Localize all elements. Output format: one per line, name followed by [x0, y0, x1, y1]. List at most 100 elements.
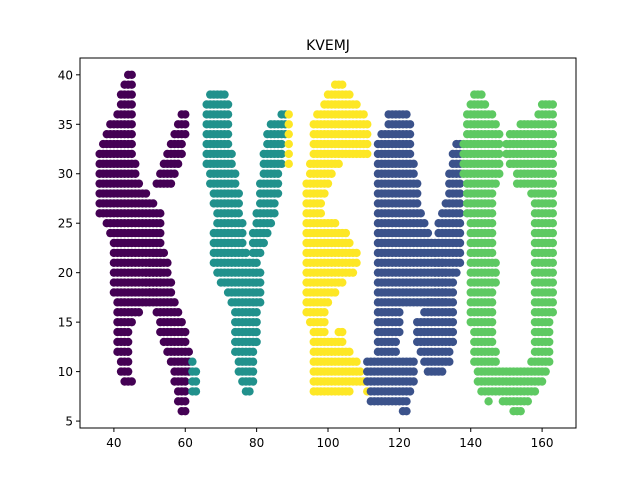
- data-point: [191, 387, 201, 396]
- plot-frame: [79, 57, 577, 429]
- data-point: [541, 367, 550, 376]
- data-point: [455, 179, 465, 188]
- data-point: [487, 228, 497, 238]
- data-point: [141, 189, 151, 198]
- data-point: [405, 149, 415, 159]
- data-point: [487, 110, 497, 119]
- data-point: [391, 347, 400, 357]
- data-point: [548, 278, 558, 287]
- data-point: [523, 397, 533, 406]
- data-point: [191, 377, 201, 386]
- data-point: [252, 308, 261, 317]
- data-point: [416, 209, 425, 218]
- y-tick-label: 40: [58, 68, 73, 82]
- y-tick-label: 10: [58, 365, 73, 379]
- data-point: [413, 189, 422, 198]
- x-tick-label: 160: [531, 436, 554, 450]
- data-point: [487, 298, 497, 307]
- data-point: [127, 377, 136, 386]
- data-point: [348, 268, 358, 277]
- data-point: [245, 387, 254, 396]
- data-point: [345, 347, 354, 357]
- data-point: [409, 377, 418, 386]
- data-point: [338, 80, 347, 89]
- data-point: [548, 179, 558, 188]
- data-point: [320, 317, 329, 327]
- data-point: [516, 406, 525, 416]
- data-point: [273, 169, 283, 178]
- data-point: [227, 159, 236, 169]
- y-tick-label: 15: [58, 316, 73, 330]
- data-point: [123, 347, 133, 357]
- data-point: [363, 139, 372, 149]
- data-point: [163, 258, 172, 267]
- data-point: [545, 337, 554, 347]
- x-tick-label: 120: [388, 436, 411, 450]
- data-point: [223, 139, 233, 149]
- data-point: [123, 337, 133, 347]
- data-point: [252, 327, 261, 337]
- data-point: [181, 377, 190, 386]
- data-point: [188, 357, 197, 366]
- data-point: [259, 238, 268, 248]
- data-point: [395, 308, 404, 317]
- data-point: [548, 238, 558, 248]
- data-point: [181, 406, 190, 416]
- data-point: [548, 268, 558, 277]
- data-point: [316, 209, 326, 218]
- data-point: [256, 278, 265, 287]
- data-point: [352, 258, 361, 267]
- data-point: [548, 169, 558, 178]
- data-point: [123, 327, 133, 337]
- data-point: [548, 100, 558, 109]
- data-point: [181, 327, 190, 337]
- data-point: [548, 189, 558, 198]
- data-point: [166, 278, 176, 287]
- data-point: [223, 129, 233, 139]
- data-point: [256, 288, 265, 297]
- data-point: [284, 110, 293, 119]
- data-point: [163, 268, 172, 277]
- data-point: [181, 337, 190, 347]
- data-point: [131, 159, 140, 169]
- data-point: [491, 179, 500, 188]
- data-point: [181, 120, 190, 129]
- data-point: [487, 248, 497, 258]
- data-point: [455, 238, 465, 248]
- data-point: [266, 219, 276, 228]
- y-tick-label: 20: [58, 266, 73, 280]
- data-point: [352, 357, 361, 366]
- data-point: [148, 199, 158, 208]
- data-point: [252, 258, 261, 267]
- data-point: [409, 357, 418, 366]
- data-point: [548, 139, 558, 149]
- data-point: [131, 169, 140, 178]
- data-point: [273, 179, 283, 188]
- x-tick-label: 40: [106, 436, 121, 450]
- data-point: [548, 120, 558, 129]
- data-point: [341, 228, 351, 238]
- data-point: [256, 268, 265, 277]
- data-point: [495, 169, 504, 178]
- data-point: [127, 100, 136, 109]
- data-point: [448, 288, 458, 297]
- data-point: [402, 397, 411, 406]
- data-point: [170, 298, 179, 307]
- data-point: [548, 129, 558, 139]
- data-point: [480, 100, 490, 109]
- data-point: [256, 298, 265, 307]
- data-point: [248, 347, 258, 357]
- data-point: [352, 248, 361, 258]
- data-point: [252, 337, 261, 347]
- data-point: [345, 387, 354, 396]
- data-point: [223, 120, 233, 129]
- data-point: [234, 199, 243, 208]
- data-point: [320, 308, 329, 317]
- data-point: [548, 248, 558, 258]
- data-point: [548, 199, 558, 208]
- data-point: [127, 139, 136, 149]
- series-V: [188, 90, 290, 396]
- data-point: [445, 347, 454, 357]
- data-point: [227, 149, 236, 159]
